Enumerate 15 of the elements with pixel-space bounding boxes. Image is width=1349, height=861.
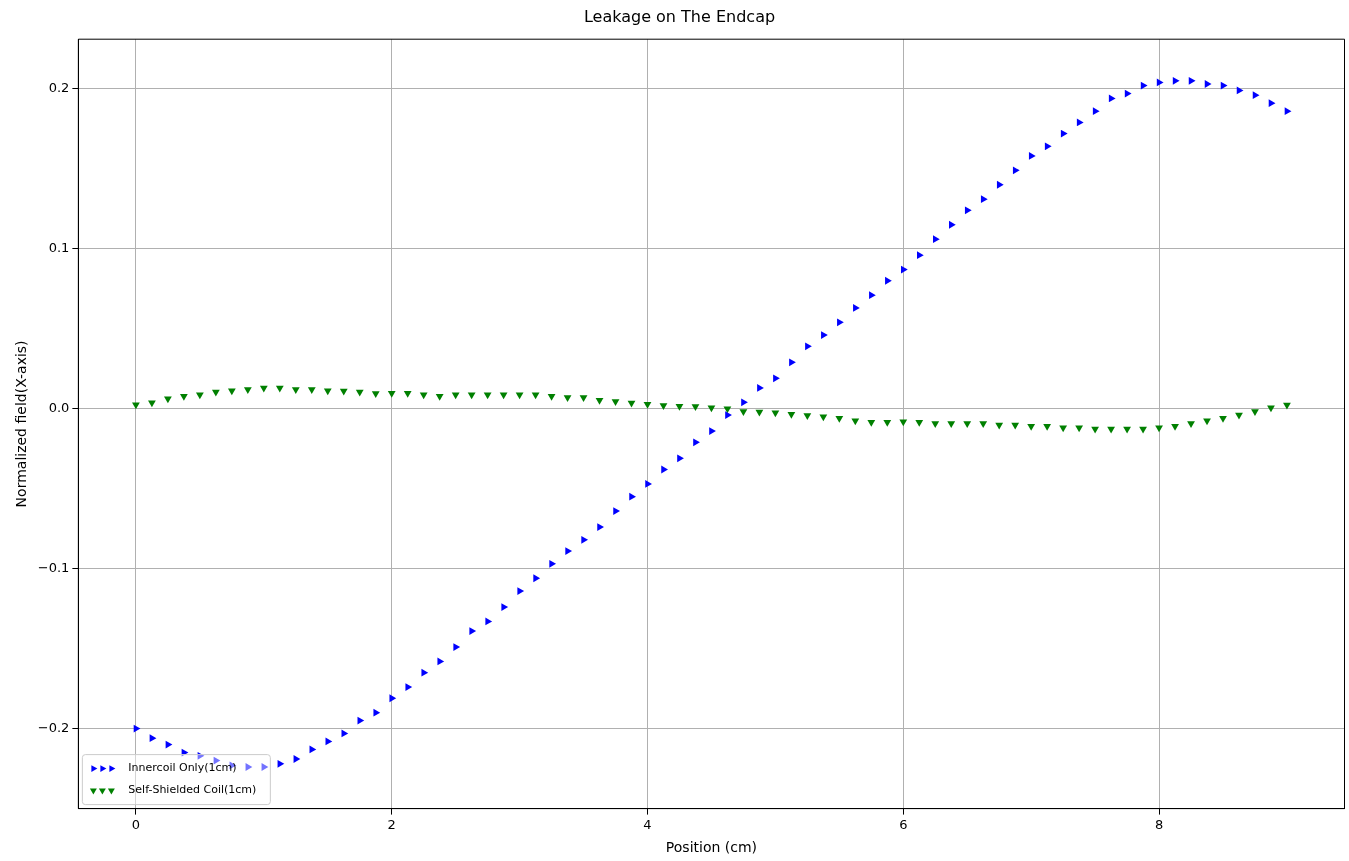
y-tick-label: −0.2 [37, 720, 70, 735]
legend-label: Innercoil Only(1cm) [128, 761, 237, 775]
x-axis-title: Position (cm) [665, 839, 758, 856]
y-tick-label: 0.1 [48, 240, 70, 256]
legend-label: Self-Shielded Coil(1cm) [128, 783, 257, 797]
x-tick-label: 2 [387, 816, 396, 832]
y-tick-label: 0.0 [48, 400, 70, 416]
chart-title: Leakage on The Endcap [583, 6, 776, 26]
x-tick-label: 0 [131, 816, 141, 832]
y-tick-label: −0.1 [37, 560, 70, 576]
x-tick-label: 4 [643, 816, 652, 832]
x-tick-label: 8 [1154, 816, 1164, 832]
x-tick-label: 6 [899, 816, 908, 832]
y-tick-label: 0.2 [48, 80, 70, 96]
y-axis-title: Normalized field(X-axis) [13, 340, 30, 508]
